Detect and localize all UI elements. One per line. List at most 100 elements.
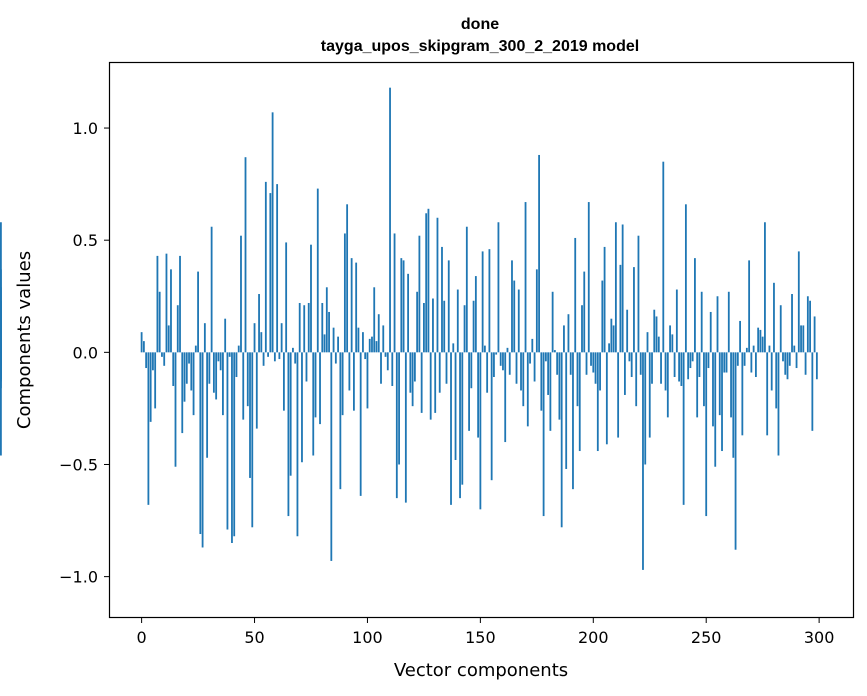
bar xyxy=(596,352,599,452)
bar xyxy=(694,258,696,353)
bar xyxy=(249,352,251,478)
bar xyxy=(569,352,572,375)
bar xyxy=(727,291,730,353)
bar xyxy=(504,352,507,443)
bar xyxy=(292,347,294,353)
bar xyxy=(273,352,276,362)
bar xyxy=(321,302,324,353)
bar xyxy=(416,291,419,353)
bar xyxy=(696,352,699,418)
bar xyxy=(522,352,525,407)
bar xyxy=(782,352,784,362)
bar xyxy=(226,352,229,530)
bar xyxy=(418,235,421,353)
bar xyxy=(529,352,531,364)
bar xyxy=(547,352,550,395)
bar xyxy=(384,352,387,357)
bar xyxy=(635,352,638,407)
bar xyxy=(520,352,522,391)
bar xyxy=(463,305,466,353)
bar xyxy=(362,332,364,353)
bar xyxy=(563,325,565,353)
bar xyxy=(411,352,414,407)
bar xyxy=(549,352,552,431)
bar xyxy=(540,352,543,411)
bar xyxy=(429,352,432,420)
bar xyxy=(371,336,373,353)
bar xyxy=(156,255,159,353)
bar xyxy=(154,352,157,409)
bar xyxy=(185,352,188,384)
bar xyxy=(508,352,511,375)
bar xyxy=(698,352,701,378)
x-tick-label: 0 xyxy=(137,628,147,647)
bar xyxy=(633,267,635,353)
x-axis-label: Vector components xyxy=(394,660,568,681)
bar xyxy=(402,260,405,353)
bar xyxy=(158,291,161,353)
bar xyxy=(490,352,493,481)
bar xyxy=(231,352,233,543)
bar xyxy=(423,302,425,353)
bar xyxy=(170,269,172,353)
bar xyxy=(610,318,613,353)
bar xyxy=(626,309,629,353)
bar xyxy=(592,352,595,373)
bar xyxy=(310,244,312,353)
bar xyxy=(542,352,545,517)
bar xyxy=(255,352,258,429)
bar xyxy=(215,352,218,400)
bar xyxy=(725,352,728,373)
bar xyxy=(450,352,452,505)
bar xyxy=(258,294,260,353)
bar xyxy=(666,352,669,418)
bar xyxy=(212,352,215,393)
bar xyxy=(303,305,306,353)
bar xyxy=(364,352,367,360)
bar xyxy=(768,345,771,353)
bar xyxy=(176,305,179,353)
x-tick-label: 50 xyxy=(244,628,264,647)
bar xyxy=(183,352,186,402)
bar xyxy=(499,352,502,366)
bar xyxy=(206,352,209,458)
bar xyxy=(389,87,391,353)
bar xyxy=(407,273,410,353)
bar xyxy=(280,323,283,353)
bar xyxy=(585,352,588,375)
bar xyxy=(353,352,355,411)
bar xyxy=(675,289,678,353)
bar xyxy=(605,352,608,445)
bar xyxy=(382,325,385,353)
bar xyxy=(201,352,204,548)
bar xyxy=(788,352,791,366)
bar xyxy=(639,352,642,375)
bar xyxy=(192,352,195,416)
bar xyxy=(590,352,592,366)
bar xyxy=(513,280,516,353)
bar xyxy=(581,305,583,353)
bar xyxy=(558,352,561,420)
bar xyxy=(343,233,346,353)
bar xyxy=(332,327,335,353)
bar xyxy=(244,157,247,353)
bar xyxy=(648,352,651,438)
bar-series xyxy=(0,87,818,570)
bar xyxy=(224,318,227,353)
bar xyxy=(511,260,513,353)
bar xyxy=(678,352,681,382)
bar xyxy=(355,262,358,353)
bar xyxy=(425,213,428,353)
bar xyxy=(294,352,297,364)
bar xyxy=(267,352,269,357)
bar xyxy=(289,352,292,476)
bar xyxy=(707,352,710,369)
bar xyxy=(594,352,597,384)
bar xyxy=(497,222,500,353)
bar xyxy=(682,352,685,505)
bar xyxy=(341,352,344,416)
bar xyxy=(452,343,455,353)
bar xyxy=(438,352,441,393)
bar xyxy=(560,352,563,528)
bar xyxy=(736,352,739,366)
